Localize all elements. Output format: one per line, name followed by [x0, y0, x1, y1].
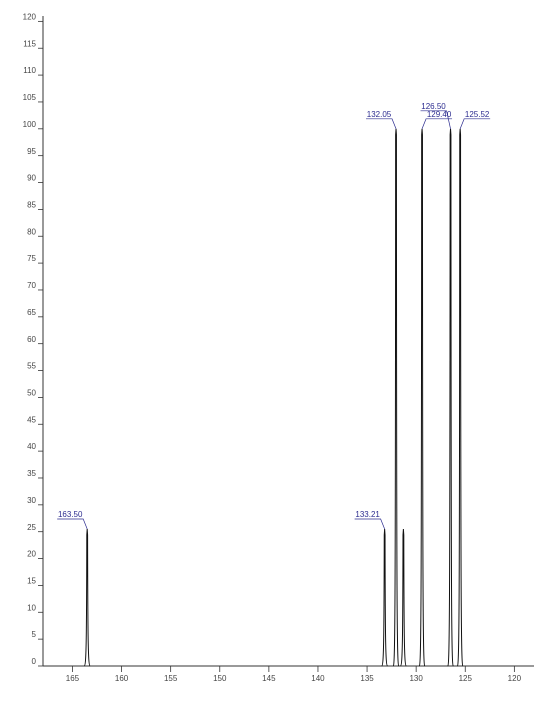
y-tick-label: 60	[27, 335, 36, 344]
y-tick-label: 85	[27, 200, 36, 209]
y-tick-label: 70	[27, 281, 36, 290]
peak	[456, 128, 464, 667]
x-tick-label: 135	[360, 674, 374, 683]
peak-label: 132.05	[367, 110, 392, 119]
peak-label: 125.52	[465, 110, 490, 119]
peak	[83, 528, 91, 667]
peak	[447, 128, 454, 667]
y-tick-label: 90	[27, 174, 36, 183]
y-tick-label: 115	[23, 39, 36, 48]
peak	[381, 528, 389, 667]
peak-label-leader	[459, 118, 491, 129]
x-tick-label: 150	[213, 674, 227, 683]
y-tick-label: 25	[27, 523, 36, 532]
y-tick-label: 55	[27, 362, 36, 371]
peak-label-leader	[421, 118, 453, 129]
peak-label: 126.50	[421, 102, 446, 111]
peak-label-leader	[57, 518, 88, 530]
x-tick-label: 165	[66, 674, 80, 683]
peak	[418, 128, 426, 667]
peak-label: 163.50	[58, 510, 83, 519]
x-tick-label: 120	[508, 674, 522, 683]
y-tick-label: 80	[27, 227, 36, 236]
x-tick-label: 145	[262, 674, 276, 683]
peak-label: 129.40	[427, 110, 452, 119]
peak-label-leader	[420, 110, 451, 129]
peak	[392, 128, 400, 667]
y-tick-label: 20	[27, 550, 36, 559]
y-tick-label: 120	[23, 12, 37, 21]
x-tick-label: 125	[459, 674, 473, 683]
y-tick-label: 5	[32, 630, 37, 639]
y-tick-label: 105	[23, 93, 37, 102]
y-tick-label: 0	[32, 657, 37, 666]
y-tick-label: 45	[27, 415, 36, 424]
peak-label: 133.21	[355, 510, 380, 519]
y-tick-label: 15	[27, 577, 36, 586]
y-tick-label: 110	[23, 66, 36, 75]
peak	[399, 528, 407, 667]
y-tick-label: 35	[27, 469, 36, 478]
y-tick-label: 95	[27, 147, 36, 156]
y-tick-label: 65	[27, 308, 36, 317]
y-tick-label: 10	[27, 603, 36, 612]
peak-label-leader	[366, 118, 397, 129]
x-tick-label: 130	[409, 674, 423, 683]
y-tick-label: 50	[27, 389, 36, 398]
x-tick-label: 160	[115, 674, 129, 683]
y-tick-label: 100	[23, 120, 37, 129]
y-tick-label: 40	[27, 442, 36, 451]
x-tick-label: 140	[311, 674, 325, 683]
peak-label-leader	[354, 518, 385, 530]
x-tick-label: 155	[164, 674, 178, 683]
y-tick-label: 75	[27, 254, 36, 263]
y-tick-label: 30	[27, 496, 36, 505]
